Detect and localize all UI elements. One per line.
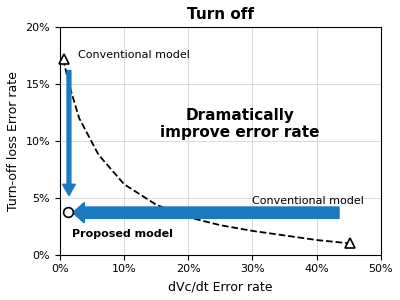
X-axis label: dVc/dt Error rate: dVc/dt Error rate <box>168 280 273 293</box>
Text: Conventional model: Conventional model <box>78 50 190 60</box>
Text: Conventional model: Conventional model <box>252 196 364 206</box>
Text: Dramatically
improve error rate: Dramatically improve error rate <box>160 108 319 140</box>
Title: Turn off: Turn off <box>187 7 254 22</box>
Text: Proposed model: Proposed model <box>72 229 172 239</box>
FancyArrow shape <box>62 70 75 196</box>
Y-axis label: Turn-off loss Error rate: Turn-off loss Error rate <box>7 71 20 211</box>
FancyArrow shape <box>73 202 339 223</box>
